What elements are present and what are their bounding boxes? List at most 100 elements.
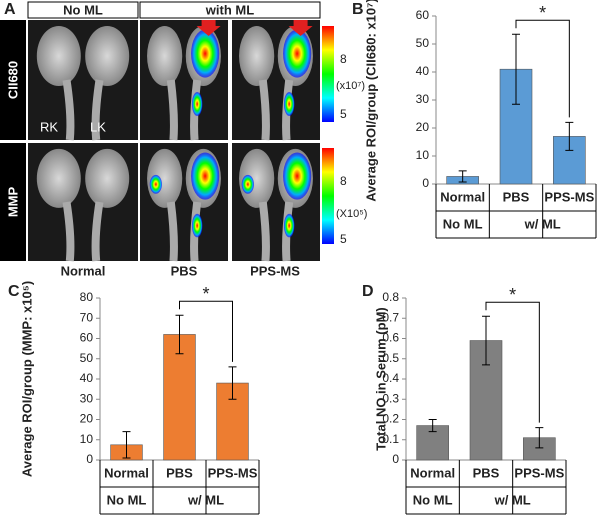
kidney-label: LK — [90, 119, 106, 134]
signal — [283, 29, 312, 78]
row-label: CII680 — [5, 61, 20, 99]
panel-label: A — [4, 1, 16, 18]
colorbar — [322, 26, 334, 122]
colorbar-label: 5 — [340, 107, 347, 121]
y-tick-label: 10 — [80, 432, 94, 446]
significance-label: * — [202, 284, 209, 304]
header: with ML — [205, 2, 254, 17]
panel-label: C — [8, 283, 20, 300]
y-tick-label: 0.7 — [382, 310, 399, 324]
colorbar-unit: (x10⁷) — [336, 80, 365, 92]
panel-label: D — [362, 283, 374, 300]
header-box — [27, 1, 139, 19]
colorbar-label: 8 — [340, 52, 347, 66]
row-label: MMP — [5, 187, 20, 218]
kidney — [36, 26, 81, 86]
group-label: No ML — [443, 216, 483, 231]
group-label: No ML — [413, 492, 453, 507]
panel-a: A No ML with ML CII680 MMP RK LK 8 (x10⁷… — [0, 1, 367, 278]
colorbar-label: 5 — [340, 232, 347, 246]
row-label-bg — [0, 20, 26, 140]
x-tick-label: Normal — [410, 465, 455, 480]
error-bar — [512, 33, 520, 105]
signal — [241, 174, 254, 194]
y-tick-label: 40 — [416, 64, 430, 78]
colorbar-unit: (X10⁵) — [336, 208, 367, 220]
x-tick-label: PPS-MS — [208, 465, 258, 480]
error-bar — [175, 314, 184, 355]
y-tick-label: 70 — [80, 310, 94, 324]
y-axis-label: Average ROI/group (MMP: x10⁵) — [19, 281, 34, 477]
group-label: w/ ML — [494, 492, 531, 507]
y-tick-label: 0.1 — [382, 432, 399, 446]
y-tick-label: 0 — [422, 176, 429, 190]
x-tick-label: PBS — [166, 465, 193, 480]
y-tick-label: 0 — [86, 452, 93, 466]
kidney — [36, 148, 81, 208]
signal — [191, 92, 203, 116]
panel-label: B — [352, 1, 364, 18]
column-label: PBS — [171, 263, 198, 278]
y-tick-label: 0.8 — [382, 290, 399, 304]
signal — [149, 174, 162, 194]
colorbar-label: 8 — [340, 174, 347, 188]
y-tick-label: 20 — [80, 412, 94, 426]
group-label: w/ ML — [187, 492, 224, 507]
header: No ML — [63, 2, 103, 17]
signal — [191, 152, 220, 200]
y-tick-label: 0.5 — [382, 351, 399, 365]
y-tick-label: 0 — [392, 452, 399, 466]
ureter — [166, 201, 178, 262]
error-bar — [458, 170, 467, 183]
y-tick-label: 50 — [416, 36, 430, 50]
y-tick-label: 30 — [416, 92, 430, 106]
column-label: Normal — [61, 263, 106, 278]
bar — [163, 334, 196, 461]
significance-label: * — [539, 3, 546, 23]
signal — [283, 92, 295, 116]
kidney-label: RK — [40, 119, 58, 134]
y-tick-label: 0.6 — [382, 331, 399, 345]
significance-label: * — [509, 285, 516, 305]
x-tick-label: PPS-MS — [544, 189, 594, 204]
arrow — [288, 20, 313, 36]
arrow — [196, 20, 221, 36]
signal — [283, 213, 295, 238]
ureter — [62, 79, 75, 141]
y-tick-label: 20 — [416, 120, 430, 134]
y-tick-label: 40 — [80, 371, 94, 385]
y-tick-label: 0.3 — [382, 391, 399, 405]
x-tick-label: PPS-MS — [514, 465, 564, 480]
significance-bracket — [515, 19, 570, 118]
y-tick-label: 0.2 — [382, 412, 399, 426]
ureter — [91, 79, 104, 141]
y-tick-label: 10 — [416, 148, 430, 162]
error-bar — [428, 419, 437, 433]
signal — [191, 213, 203, 238]
y-tick-label: 60 — [80, 331, 94, 345]
ureter — [166, 79, 178, 141]
kidney — [147, 26, 183, 86]
y-axis-label: Total NO in Serum (pM) — [373, 307, 388, 450]
group-label: No ML — [107, 492, 147, 507]
y-tick-label: 80 — [80, 290, 94, 304]
error-bar — [565, 121, 574, 151]
y-tick-label: 60 — [416, 8, 430, 22]
signal — [283, 152, 312, 200]
kidney — [85, 26, 130, 86]
significance-bracket — [485, 301, 540, 423]
ureter — [62, 201, 75, 262]
kidney — [85, 148, 130, 208]
y-tick-label: 30 — [80, 391, 94, 405]
x-tick-label: Normal — [440, 189, 485, 204]
header-box — [139, 1, 321, 19]
images — [28, 20, 320, 262]
x-tick-label: PBS — [503, 189, 530, 204]
row-label-bg — [0, 143, 26, 261]
kidney — [239, 26, 275, 86]
y-tick-label: 50 — [80, 351, 94, 365]
colorbar — [322, 148, 334, 244]
ureter — [258, 201, 270, 262]
ureter — [91, 201, 104, 262]
